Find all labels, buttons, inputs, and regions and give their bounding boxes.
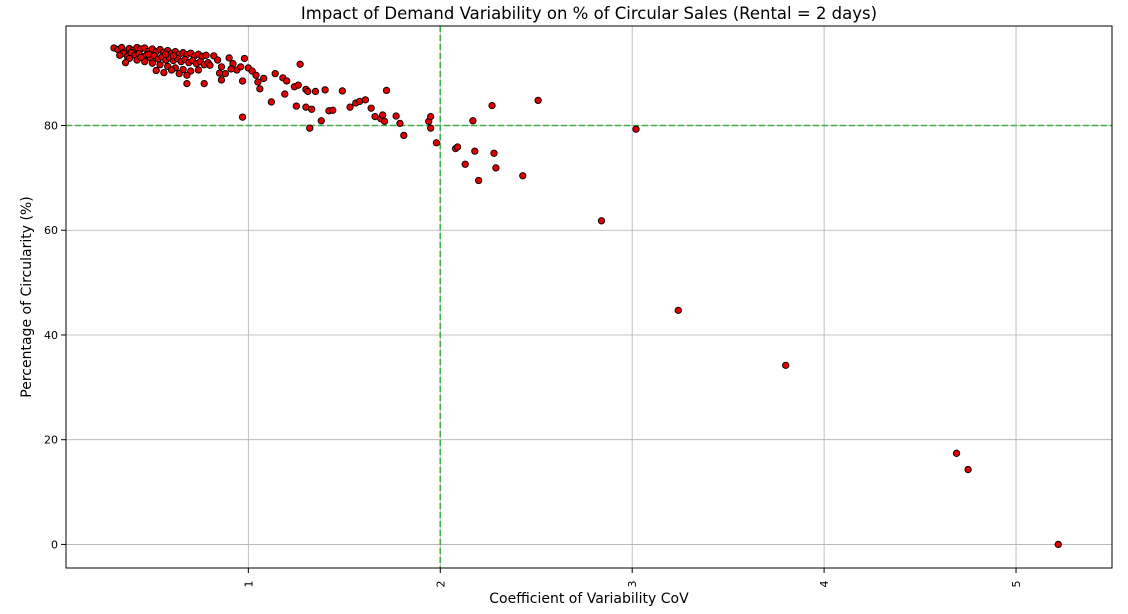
data-point xyxy=(252,71,260,79)
data-point xyxy=(156,61,164,69)
data-point xyxy=(306,124,314,132)
data-point xyxy=(183,79,191,88)
data-point xyxy=(215,69,224,77)
data-point xyxy=(137,53,145,62)
data-point xyxy=(240,54,249,63)
data-point xyxy=(227,65,235,73)
data-point xyxy=(206,61,214,69)
data-point xyxy=(121,59,130,67)
data-point xyxy=(346,103,354,111)
y-tick-label: 40 xyxy=(44,329,58,342)
data-points xyxy=(110,43,1062,549)
data-point xyxy=(116,51,124,59)
data-point xyxy=(202,51,210,59)
data-point xyxy=(379,111,387,119)
x-axis-label: Coefficient of Variability CoV xyxy=(489,591,689,607)
x-tick-label: 2 xyxy=(434,581,447,588)
reference-lines xyxy=(66,26,1112,568)
data-point xyxy=(292,102,300,110)
data-point xyxy=(271,70,279,78)
data-point xyxy=(238,113,247,121)
data-point xyxy=(453,143,462,151)
data-point xyxy=(281,90,289,98)
axis-ticks: 1 2 3 4 5 0 20 40 60 80 xyxy=(44,119,1023,587)
data-point xyxy=(311,87,320,96)
data-point xyxy=(200,79,208,88)
data-point xyxy=(461,160,469,168)
data-point xyxy=(396,119,404,128)
x-tick-label: 3 xyxy=(626,581,639,588)
data-point xyxy=(308,105,316,113)
data-point xyxy=(490,149,498,157)
data-point xyxy=(492,164,500,172)
data-point xyxy=(160,68,168,77)
data-point xyxy=(1054,540,1062,549)
data-point xyxy=(469,117,477,125)
data-point xyxy=(321,86,329,94)
data-point xyxy=(225,54,233,62)
data-point xyxy=(471,147,479,155)
x-tick-label: 1 xyxy=(242,581,255,588)
data-point xyxy=(254,78,262,86)
data-point xyxy=(194,66,203,74)
data-point xyxy=(256,85,264,93)
data-point xyxy=(148,59,157,67)
data-point xyxy=(213,56,222,64)
data-point xyxy=(432,139,441,147)
data-point xyxy=(427,112,435,121)
data-point xyxy=(169,52,178,60)
data-point xyxy=(674,306,682,315)
data-point xyxy=(632,125,640,133)
data-point xyxy=(217,63,226,71)
data-point xyxy=(317,117,325,125)
data-point xyxy=(380,117,389,125)
data-point xyxy=(144,50,153,58)
data-point xyxy=(597,217,606,225)
data-point xyxy=(183,71,191,79)
data-point xyxy=(217,76,226,84)
data-point xyxy=(361,96,370,104)
data-point xyxy=(474,176,483,185)
data-point xyxy=(267,98,276,106)
data-point xyxy=(782,361,790,369)
data-point xyxy=(329,106,337,114)
data-point xyxy=(260,74,268,83)
data-point xyxy=(162,50,170,58)
data-point xyxy=(519,172,527,180)
data-point xyxy=(427,124,435,132)
data-point xyxy=(237,63,245,71)
y-tick-label: 60 xyxy=(44,224,58,237)
y-axis-label: Percentage of Circularity (%) xyxy=(19,196,35,397)
chart-title: Impact of Demand Variability on % of Cir… xyxy=(301,4,877,23)
x-tick-label: 5 xyxy=(1010,580,1023,587)
data-point xyxy=(392,112,400,120)
y-tick-label: 80 xyxy=(44,119,58,132)
data-point xyxy=(167,66,176,74)
data-point xyxy=(400,131,408,140)
y-tick-label: 0 xyxy=(51,538,58,551)
x-tick-label: 4 xyxy=(818,581,831,588)
data-point xyxy=(964,465,972,474)
data-point xyxy=(338,87,347,95)
data-point xyxy=(152,66,160,75)
data-point xyxy=(952,449,961,457)
data-point xyxy=(488,101,496,110)
data-point xyxy=(294,81,302,89)
data-point xyxy=(382,86,391,95)
data-point xyxy=(238,77,247,85)
data-point xyxy=(283,77,291,85)
plot-frame xyxy=(65,25,1113,569)
data-point xyxy=(367,104,375,112)
y-tick-label: 20 xyxy=(44,434,58,447)
data-point xyxy=(296,60,304,68)
data-point xyxy=(175,70,183,78)
data-point xyxy=(304,87,312,96)
data-point xyxy=(534,96,542,105)
grid-lines xyxy=(66,26,1112,568)
